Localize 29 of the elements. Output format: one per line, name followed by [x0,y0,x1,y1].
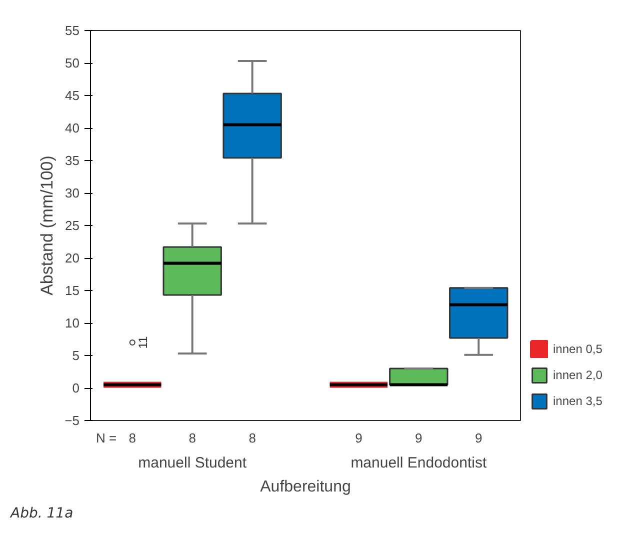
y-tick-label: 35 [65,153,80,168]
y-tick-label: 20 [65,250,80,266]
legend-label: innen 2,0 [553,368,602,382]
y-tick-label: 0 [72,380,80,396]
annotation: 11 [136,336,150,349]
y-tick-label: 15 [65,283,80,298]
y-tick-label: −5 [64,413,80,428]
text: 9 [415,430,422,446]
text: N = [96,430,117,446]
y-tick-label: 55 [65,23,80,38]
text: 8 [248,430,256,446]
text: 9 [355,430,362,446]
y-tick-label: 50 [65,56,80,70]
legend-label: innen 3,5 [553,394,602,408]
x-axis-title: Aufbereitung [260,478,351,496]
text: 8 [188,430,196,446]
y-tick-label: 10 [65,316,80,330]
x-tick-label: manuell Student [138,454,248,472]
y-tick-label: 25 [65,218,80,233]
x-tick-label: manuell Endodontist [350,454,488,472]
legend-label: innen 0,5 [553,342,602,356]
y-axis-title: Abstand (mm/100) [38,156,57,296]
text: 9 [475,430,482,446]
y-tick-label: 45 [65,88,80,103]
y-tick-label: 30 [65,186,80,200]
y-tick-label: 40 [65,120,80,136]
text: 8 [128,430,136,446]
caption: Abb. 11a [10,506,74,522]
y-tick-label: 5 [72,348,80,363]
